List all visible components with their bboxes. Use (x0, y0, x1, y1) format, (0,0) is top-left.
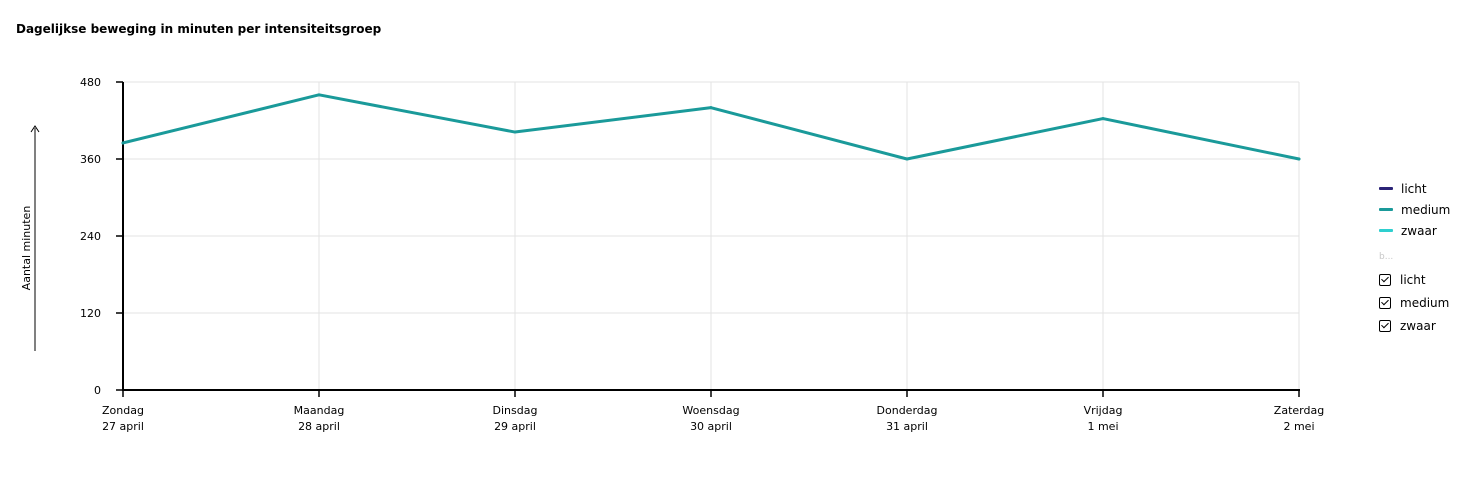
gridlines (123, 81, 1300, 390)
filter-label-zwaar: zwaar (1400, 318, 1436, 333)
legend-label-medium: medium (1401, 202, 1451, 217)
filter-licht[interactable]: licht (1379, 268, 1450, 291)
data-point-medium-2 (513, 130, 517, 134)
data-point-medium-3 (709, 106, 713, 110)
data-point-medium-1 (317, 93, 321, 97)
series-lines (121, 93, 1301, 161)
checkbox-zwaar[interactable] (1379, 319, 1391, 332)
x-tick-label-date: 28 april (298, 420, 340, 433)
x-tick-label-date: 2 mei (1283, 420, 1314, 433)
x-tick-label-day: Dinsdag (493, 404, 538, 417)
legend-label-licht: licht (1401, 181, 1427, 196)
y-tick-label: 0 (94, 384, 101, 397)
x-tick-label-day: Maandag (294, 404, 345, 417)
legend: licht medium zwaar b... licht medium zwa… (1379, 178, 1450, 337)
y-axis-arrow-head (30, 125, 40, 133)
axes (30, 81, 1300, 397)
chart-title: Dagelijkse beweging in minuten per inten… (16, 22, 382, 36)
filter-label-licht: licht (1400, 272, 1426, 287)
data-point-medium-6 (1297, 157, 1301, 161)
legend-swatch-medium (1379, 208, 1393, 211)
x-tick-label-date: 30 april (690, 420, 732, 433)
y-tick-label: 360 (80, 153, 101, 166)
filter-label-medium: medium (1400, 295, 1450, 310)
legend-item-zwaar[interactable]: zwaar (1379, 220, 1450, 241)
legend-label-zwaar: zwaar (1401, 223, 1437, 238)
y-axis-label: Aantal minuten (20, 206, 33, 291)
x-tick-label-date: 31 april (886, 420, 928, 433)
data-point-medium-4 (905, 157, 909, 161)
checkbox-licht[interactable] (1379, 273, 1391, 286)
legend-item-medium[interactable]: medium (1379, 199, 1450, 220)
y-tick-label: 480 (80, 76, 101, 89)
x-tick-label-day: Donderdag (877, 404, 938, 417)
filter-title: b... (1379, 252, 1394, 262)
x-tick-label-date: 1 mei (1087, 420, 1118, 433)
x-tick-label-day: Vrijdag (1084, 404, 1123, 417)
data-point-medium-5 (1101, 117, 1105, 121)
checkbox-medium[interactable] (1379, 296, 1391, 309)
legend-swatch-licht (1379, 187, 1393, 190)
y-tick-label: 120 (80, 307, 101, 320)
x-tick-label-date: 27 april (102, 420, 144, 433)
filter-medium[interactable]: medium (1379, 291, 1450, 314)
legend-swatch-zwaar (1379, 229, 1393, 232)
legend-item-licht[interactable]: licht (1379, 178, 1450, 199)
x-tick-label-day: Zondag (102, 404, 144, 417)
data-point-medium-0 (121, 141, 125, 145)
x-tick-label-day: Zaterdag (1274, 404, 1324, 417)
y-tick-label: 240 (80, 230, 101, 243)
x-tick-label-date: 29 april (494, 420, 536, 433)
x-tick-label-day: Woensdag (682, 404, 739, 417)
filter-zwaar[interactable]: zwaar (1379, 314, 1450, 337)
tick-labels: 0 120 240 360 480 Zondag 27 april Maandag 28 apr… (20, 76, 1324, 433)
